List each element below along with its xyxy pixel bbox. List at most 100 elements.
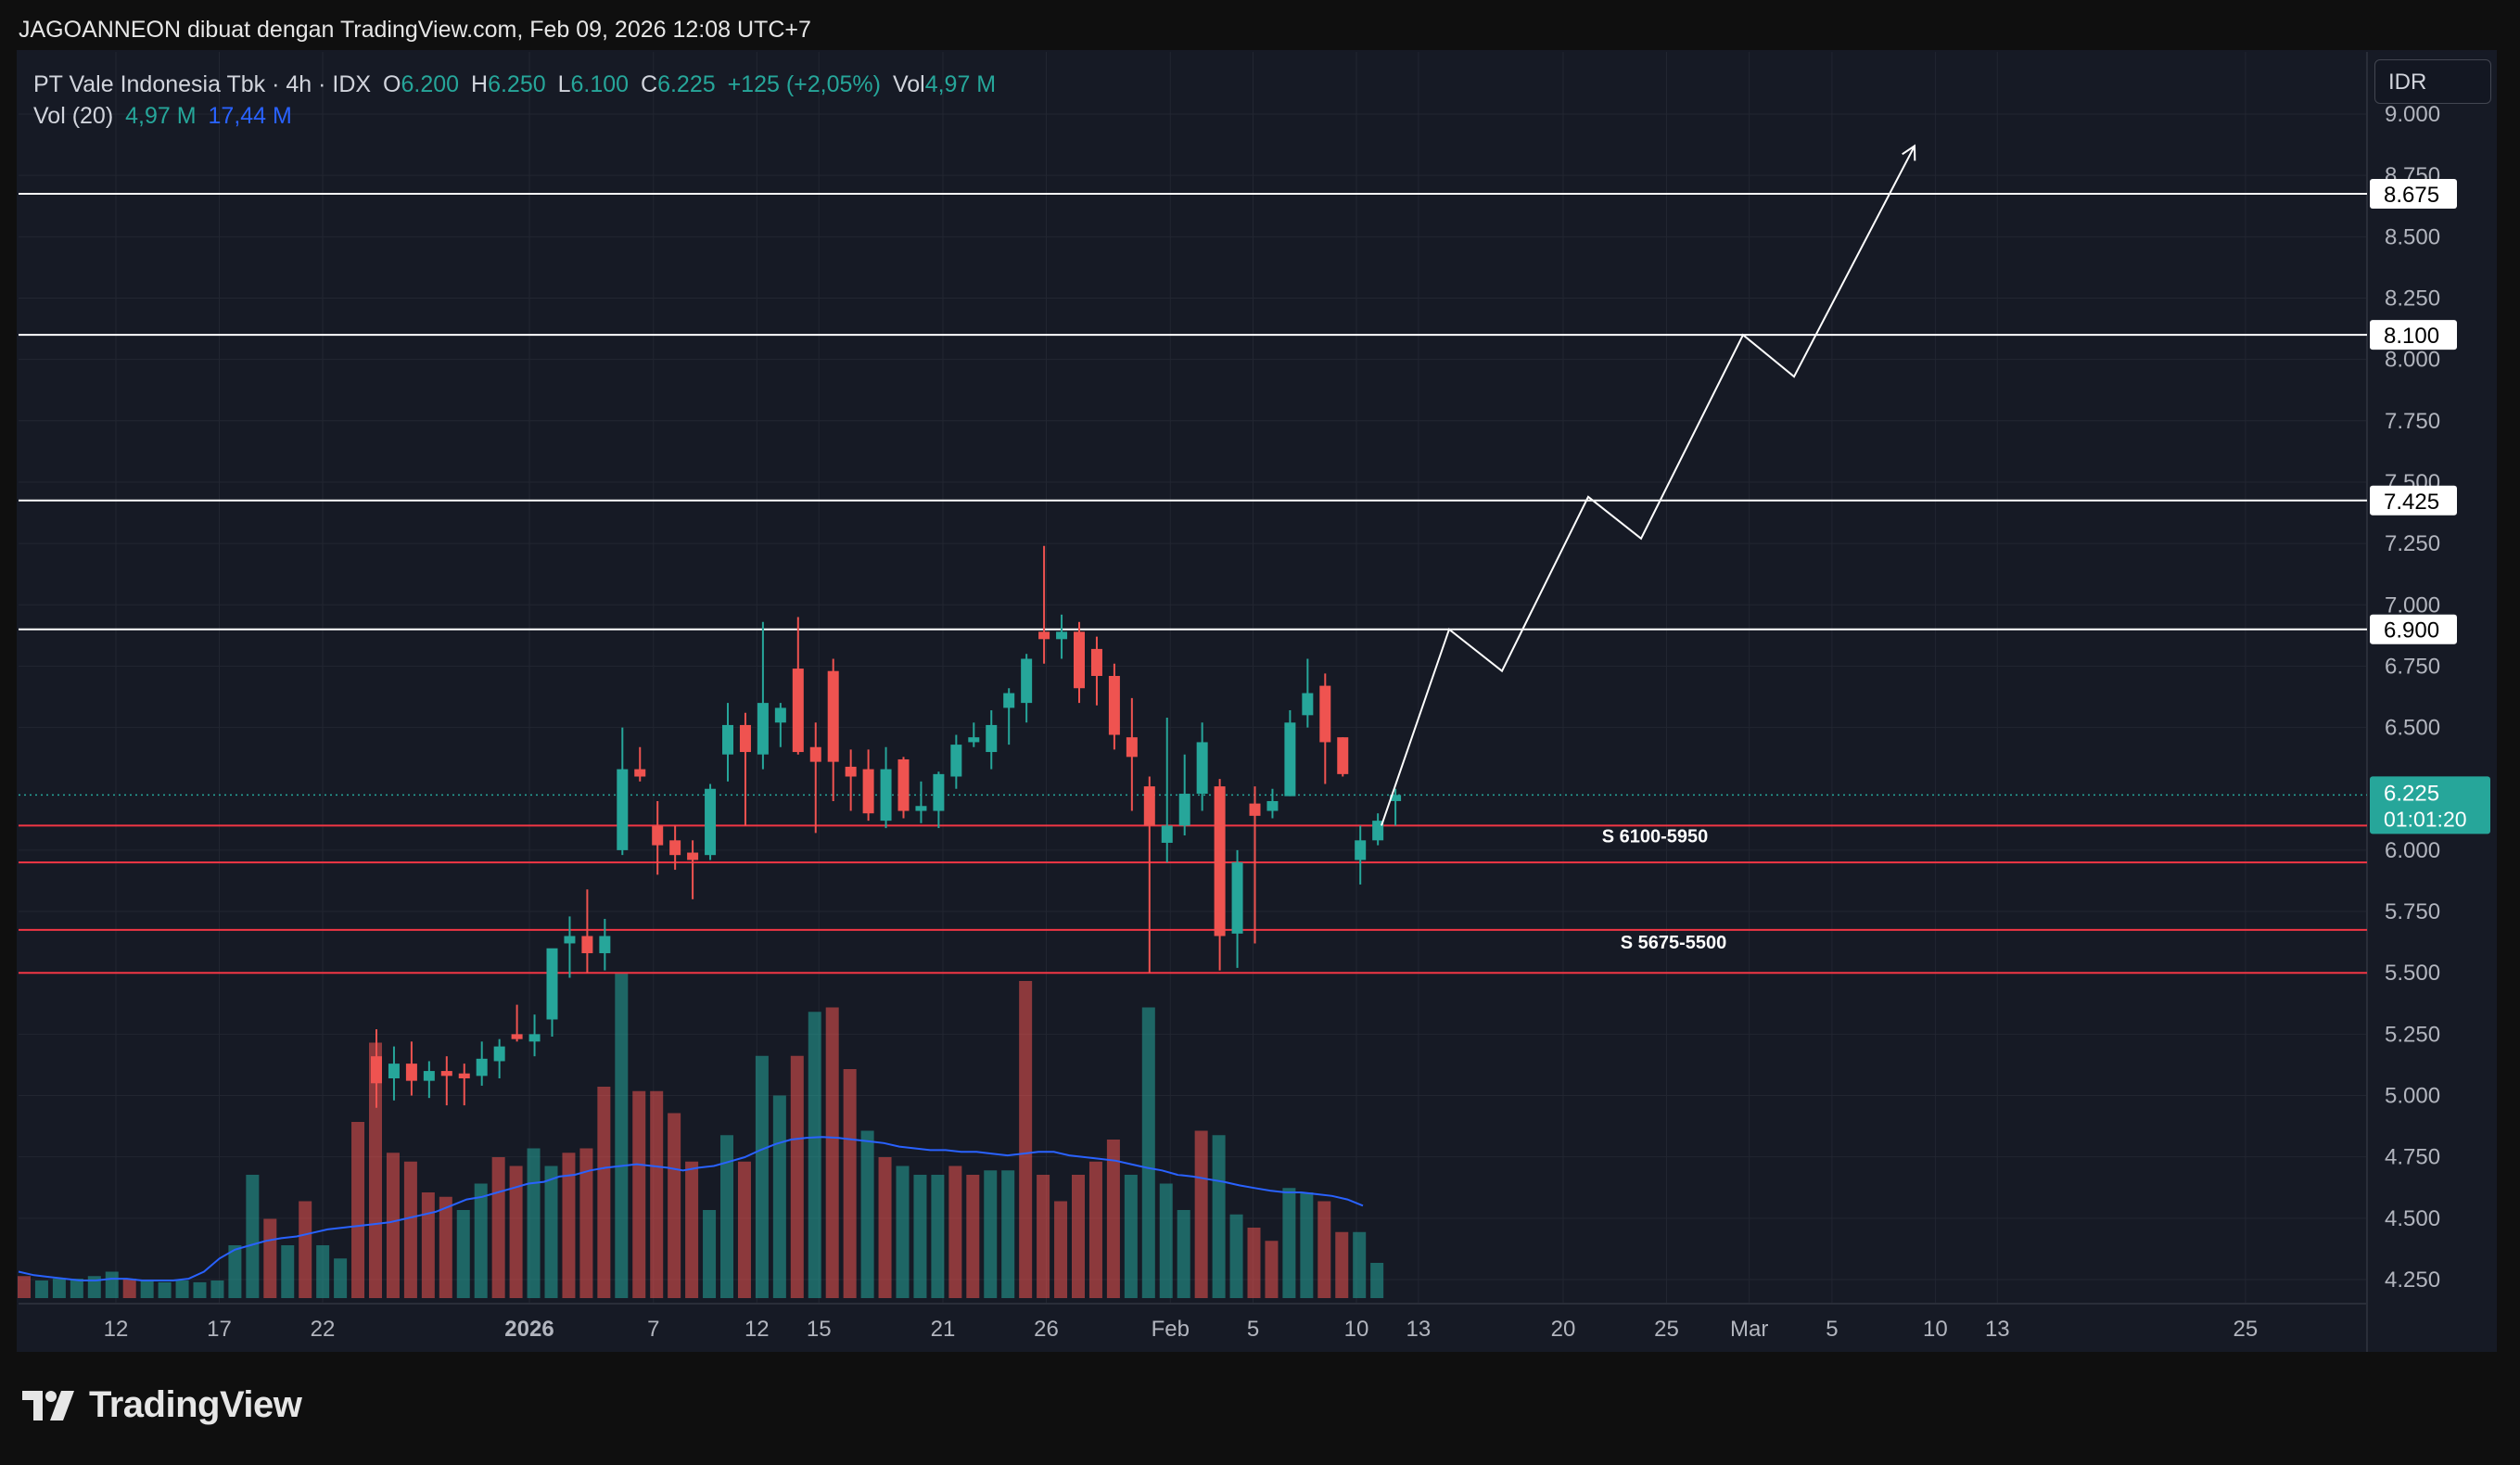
volume-bar — [1037, 1175, 1050, 1298]
volume-bar — [650, 1090, 664, 1298]
candle-body — [652, 825, 664, 846]
tradingview-logo[interactable]: TradingView — [20, 1384, 302, 1426]
symbol-title[interactable]: PT Vale Indonesia Tbk · 4h · IDX — [33, 71, 372, 97]
last-price-tag-bg — [2370, 776, 2490, 834]
volume-bar — [140, 1280, 154, 1298]
y-tick-label: 7.000 — [2385, 592, 2440, 618]
candle-body — [581, 936, 593, 954]
candle-body — [405, 1064, 417, 1081]
volume-bar — [755, 1055, 769, 1298]
support-zone-label: S 6100-5950 — [1602, 826, 1709, 847]
candle-body — [1214, 786, 1226, 936]
candle-body — [722, 724, 733, 755]
volume-bar — [246, 1175, 260, 1298]
volume-bar — [158, 1281, 172, 1298]
volume-value: 4,97 M — [924, 71, 997, 97]
volume-bar — [491, 1157, 505, 1298]
change-value: +125 (+2,05%) — [727, 71, 881, 97]
volume-bar — [527, 1148, 541, 1298]
candle-body — [739, 724, 751, 753]
volume-bar — [668, 1113, 681, 1298]
y-tick-label: 6.000 — [2385, 838, 2440, 863]
candle-body — [1178, 794, 1190, 826]
x-tick-label: 15 — [807, 1317, 832, 1342]
volume-bar — [175, 1280, 189, 1298]
volume-bar — [34, 1280, 48, 1298]
x-tick-label: 26 — [1034, 1317, 1059, 1342]
x-tick-label: 25 — [1654, 1317, 1679, 1342]
candle-body — [915, 806, 927, 811]
volume-bar — [1001, 1170, 1015, 1298]
volume-bar — [737, 1161, 751, 1298]
level-tag-label: 7.425 — [2384, 490, 2439, 515]
x-tick-label: 13 — [1985, 1317, 2010, 1342]
volume-bar — [122, 1279, 136, 1298]
candle-body — [564, 936, 576, 944]
y-tick-label: 6.500 — [2385, 716, 2440, 741]
volume-bar — [210, 1280, 224, 1298]
x-tick-label: 20 — [1551, 1317, 1576, 1342]
level-tag-bg — [2370, 485, 2457, 516]
y-tick-label: 5.250 — [2385, 1022, 2440, 1047]
candle-body — [511, 1034, 523, 1039]
y-tick-label: 5.000 — [2385, 1084, 2440, 1109]
level-tag-label: 8.100 — [2384, 324, 2439, 349]
candle-body — [1003, 693, 1015, 708]
last-price-label: 6.225 — [2384, 781, 2439, 806]
vol20-label[interactable]: Vol (20) — [33, 103, 114, 129]
x-tick-label: 10 — [1344, 1317, 1369, 1342]
candle-body — [1074, 631, 1085, 689]
volume-bar — [1282, 1188, 1296, 1298]
candle-body — [1302, 693, 1314, 716]
x-tick-label: 13 — [1406, 1317, 1432, 1342]
currency-button[interactable]: IDR — [2374, 59, 2491, 104]
candle-body — [493, 1046, 505, 1062]
volume-bar — [966, 1175, 980, 1298]
y-tick-label: 8.000 — [2385, 348, 2440, 373]
candle-body — [1284, 722, 1296, 796]
volume-bar — [1159, 1183, 1173, 1298]
volume-bar — [562, 1153, 576, 1298]
volume-bar — [1054, 1201, 1068, 1298]
volume-bar — [403, 1161, 417, 1298]
volume-bar — [474, 1183, 488, 1298]
x-tick-label: Mar — [1730, 1317, 1768, 1342]
volume-bar — [615, 972, 629, 1298]
volume-bar — [316, 1245, 330, 1298]
bar-countdown-label: 01:01:20 — [2384, 807, 2467, 831]
volume-bar — [1177, 1210, 1190, 1298]
volume-bar — [87, 1276, 101, 1298]
candlesticks — [371, 545, 1402, 1108]
low-value: 6.100 — [570, 71, 630, 97]
x-tick-label: 7 — [647, 1317, 659, 1342]
volume-bar — [421, 1192, 435, 1298]
level-tag-bg — [2370, 179, 2457, 210]
chart-legend: PT Vale Indonesia Tbk · 4h · IDX O6.200 … — [33, 69, 1001, 132]
candle-body — [1126, 737, 1138, 758]
chart-pane[interactable] — [17, 50, 2367, 1352]
candle-body — [1056, 631, 1068, 640]
x-tick-label: 17 — [207, 1317, 232, 1342]
volume-bar — [1141, 1007, 1155, 1298]
candle-body — [1161, 825, 1173, 843]
x-tick-label: 10 — [1923, 1317, 1948, 1342]
candle-body — [617, 769, 629, 850]
volume-bar — [263, 1218, 277, 1298]
volume-bar — [351, 1122, 365, 1298]
candle-body — [705, 788, 717, 856]
candle-body — [792, 669, 804, 753]
level-tag-bg — [2370, 614, 2457, 644]
open-value: 6.200 — [401, 71, 460, 97]
price-axis[interactable] — [2367, 50, 2497, 1352]
candle-body — [933, 773, 945, 811]
volume-bar — [1124, 1175, 1138, 1298]
candle-body — [1196, 742, 1208, 795]
volume-bar — [948, 1166, 962, 1298]
candle-body — [827, 670, 839, 762]
volume-bar — [931, 1175, 945, 1298]
volume-bar — [456, 1210, 470, 1298]
volume-bar — [1353, 1231, 1367, 1298]
support-zone-label: S 5675-5500 — [1621, 933, 1727, 953]
